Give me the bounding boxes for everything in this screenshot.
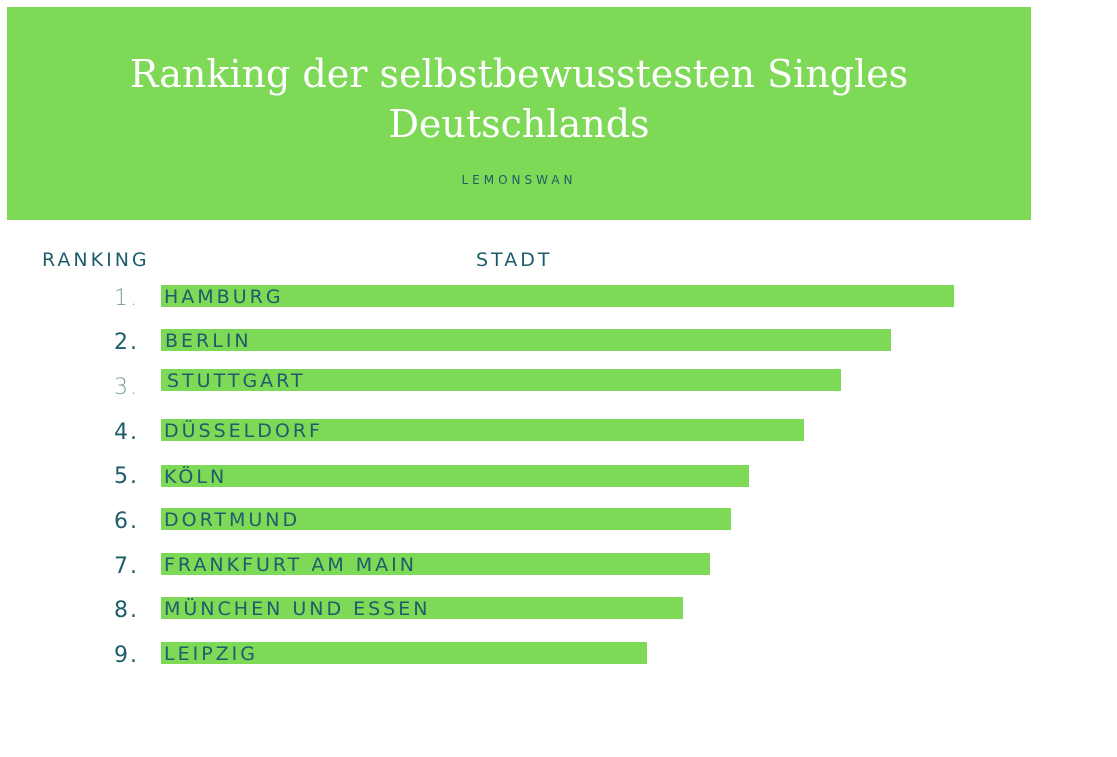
bar: STUTTGART [161,369,841,392]
rank: 4. [114,420,139,445]
bar: DORTMUND [161,508,731,531]
rank: 5. [114,464,139,489]
rank: 7. [114,554,139,579]
banner: Ranking der selbstbewusstesten Singles D… [7,7,1031,220]
bar: MÜNCHEN UND ESSEN [161,597,683,620]
city: FRANKFURT AM MAIN [164,554,417,576]
city: HAMBURG [164,286,284,308]
title-line: Deutschlands [388,102,650,146]
title: Ranking der selbstbewusstesten Singles D… [7,49,1031,149]
column-header: STADT [476,249,553,271]
city: STUTTGART [167,370,306,392]
column-header: RANKING [42,249,150,271]
rank: 1. [114,286,139,311]
bar: HAMBURG [161,285,954,308]
city: DORTMUND [164,509,301,531]
rank: 6. [114,509,139,534]
city: LEIPZIG [164,643,258,665]
city: KÖLN [164,466,228,488]
bar: LEIPZIG [161,642,647,665]
subtitle: LEMONSWAN [461,173,577,187]
rank: 2. [114,330,139,355]
city: MÜNCHEN UND ESSEN [164,598,431,620]
bar: FRANKFURT AM MAIN [161,553,710,576]
bar: DÜSSELDORF [161,419,804,442]
title-line: Ranking der selbstbewusstesten Singles [129,52,909,96]
bar: KÖLN [161,465,749,488]
city: BERLIN [165,330,252,352]
rank: 3. [114,375,139,400]
rank: 9. [114,643,139,668]
city: DÜSSELDORF [164,420,323,442]
bar: BERLIN [161,329,891,352]
rank: 8. [114,598,139,623]
